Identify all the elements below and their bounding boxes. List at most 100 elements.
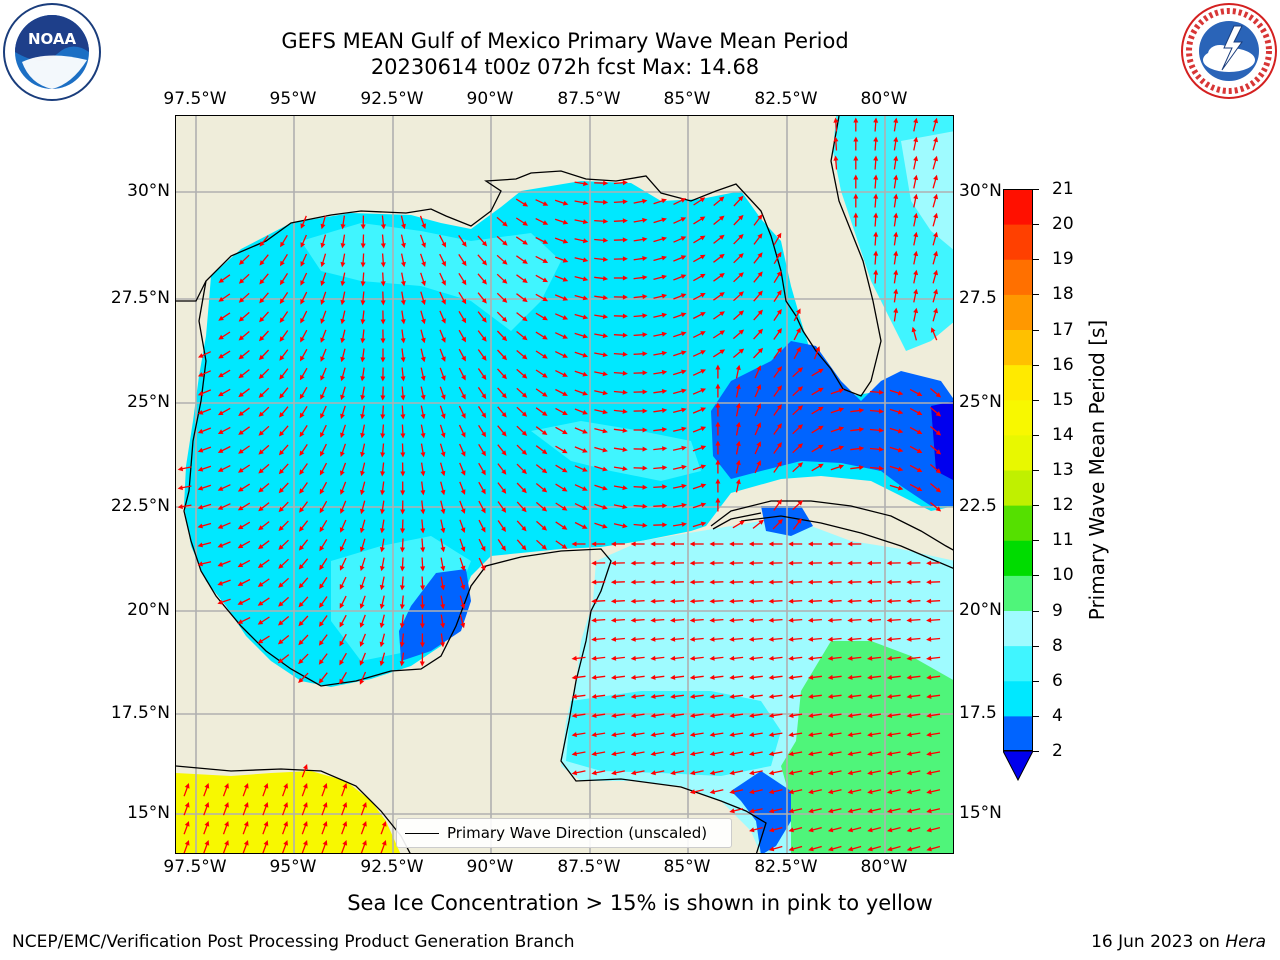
wave-arrow-head — [748, 617, 754, 623]
wave-arrow-head — [258, 430, 264, 436]
wave-arrow-head — [739, 520, 745, 526]
wave-arrow-head — [610, 598, 616, 604]
wave-arrow-head — [571, 694, 577, 699]
wave-arrow-head — [381, 821, 387, 827]
wave-arrow-head — [258, 449, 264, 455]
wave-arrow-head — [263, 821, 269, 827]
wave-arrow-head — [642, 217, 648, 223]
wave-arrow-head — [807, 636, 814, 642]
wave-arrow-head — [603, 237, 609, 243]
wave-arrow-head — [689, 579, 695, 585]
wave-arrow-head — [440, 527, 446, 534]
wave-arrow-head — [571, 655, 577, 661]
wave-arrow-head — [650, 674, 656, 680]
wave-arrow-head — [700, 254, 706, 260]
wave-arrow-head — [582, 219, 589, 225]
wave-arrow-head — [238, 278, 245, 284]
wave-arrow-head — [562, 238, 569, 244]
lat-label-left: 22.5°N — [110, 496, 170, 516]
wave-arrow-head — [906, 636, 912, 642]
lat-label-right: 20°N — [959, 600, 1002, 620]
wave-arrow-head — [622, 504, 628, 510]
colorbar-tick-mark — [1033, 751, 1039, 752]
wave-arrow-head — [217, 467, 224, 472]
wave-arrow-head — [729, 636, 735, 642]
colorbar-segment — [1003, 364, 1033, 401]
wave-arrow-head — [379, 547, 385, 553]
wave-arrow-head — [886, 732, 893, 738]
colorbar-tick-label: 12 — [1052, 495, 1074, 516]
wave-arrow-head — [670, 541, 675, 547]
wave-arrow-head — [893, 231, 899, 237]
wave-arrow-head — [360, 432, 366, 439]
wave-arrow-head — [873, 117, 879, 123]
wave-arrow-head — [571, 732, 577, 738]
wave-arrow-head — [689, 789, 696, 795]
wave-arrow-head — [838, 388, 845, 394]
wave-arrow-head — [873, 269, 879, 275]
wave-arrow-head — [440, 546, 446, 553]
wave-arrow-head — [827, 732, 834, 738]
wave-arrow-head — [362, 821, 367, 827]
colorbar-segment — [1003, 680, 1033, 717]
wave-arrow-head — [630, 560, 636, 566]
wave-arrow-head — [827, 846, 834, 852]
wave-arrow-head — [184, 783, 190, 789]
wave-arrow-head — [622, 199, 628, 205]
colorbar-tick-mark — [1033, 189, 1039, 190]
wave-arrow-head — [320, 375, 325, 381]
wave-arrow-head — [670, 560, 675, 566]
wave-arrow-head — [277, 639, 284, 645]
wave-arrow-head — [319, 526, 325, 533]
wave-arrow-head — [642, 351, 648, 357]
wave-arrow-head — [319, 602, 324, 608]
wave-arrow-head — [853, 193, 859, 199]
wave-arrow-head — [853, 212, 859, 218]
wave-arrow-head — [689, 560, 695, 566]
wave-arrow-head — [283, 821, 288, 827]
wave-arrow-head — [542, 411, 548, 416]
wave-arrow-head — [400, 452, 406, 458]
wave-arrow-head — [859, 465, 865, 470]
wave-arrow-head — [630, 598, 636, 604]
wave-arrow-head — [278, 506, 284, 513]
wave-arrow-head — [906, 808, 913, 814]
wave-arrow-head — [630, 770, 637, 776]
wave-arrow-head — [847, 770, 853, 776]
wave-arrow-head — [642, 313, 648, 319]
wave-arrow-head — [700, 483, 707, 489]
wave-arrow-head — [777, 385, 782, 391]
wave-arrow-head — [237, 505, 244, 511]
wave-arrow-head — [501, 469, 507, 475]
footer-date-text: 16 Jun 2023 on — [1091, 932, 1220, 952]
wave-arrow-head — [748, 636, 754, 642]
wave-arrow-head — [542, 201, 549, 206]
wave-arrow-head — [322, 840, 328, 846]
wave-arrow-head — [622, 389, 628, 395]
wave-arrow-head — [650, 751, 656, 757]
wave-arrow-head — [340, 489, 345, 495]
wave-arrow-head — [670, 617, 676, 623]
wave-arrow-head — [320, 299, 326, 305]
wave-arrow-head — [420, 337, 426, 344]
wave-arrow-head — [421, 299, 426, 306]
wave-arrow-head — [681, 369, 687, 375]
map-legend: Primary Wave Direction (unscaled) — [396, 818, 732, 848]
wave-arrow-head — [299, 469, 305, 475]
wave-arrow-head — [886, 636, 892, 642]
wave-arrow-head — [420, 471, 426, 477]
wave-arrow-head — [258, 525, 264, 531]
footer-credit: NCEP/EMC/Verification Post Processing Pr… — [12, 932, 575, 952]
wave-arrow-head — [237, 619, 243, 624]
wave-arrow-head — [399, 585, 405, 591]
wave-arrow-head — [421, 261, 426, 267]
wave-arrow-head — [689, 713, 696, 718]
wave-arrow-head — [729, 713, 735, 718]
wave-arrow-head — [278, 601, 284, 607]
noaa-wordmark: NOAA — [28, 30, 77, 48]
wave-arrow-head — [359, 660, 365, 666]
wave-arrow-head — [591, 617, 597, 623]
wave-arrow-head — [379, 584, 385, 591]
wave-arrow-head — [867, 617, 873, 623]
wave-arrow-head — [935, 449, 942, 455]
